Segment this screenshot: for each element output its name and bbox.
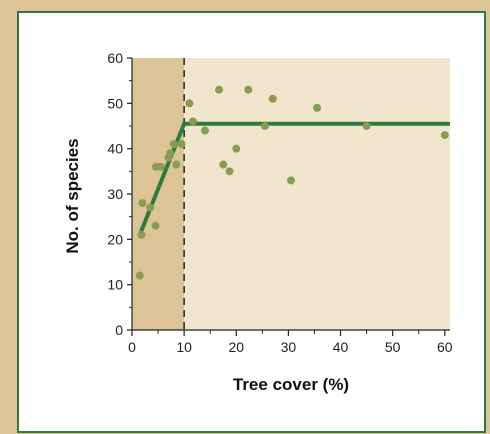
x-tick-label: 40 [333, 339, 349, 355]
y-axis-label: No. of species [63, 138, 82, 253]
data-point [260, 122, 269, 130]
y-tick-label: 30 [107, 186, 123, 202]
x-tick-label: 60 [437, 339, 453, 355]
data-point [156, 162, 165, 171]
data-point [177, 140, 186, 149]
data-point [244, 85, 253, 94]
y-tick-label: 50 [107, 95, 123, 111]
y-tick-label: 10 [107, 277, 123, 293]
data-point [287, 176, 295, 185]
x-tick-label: 30 [281, 339, 297, 355]
data-point [138, 199, 147, 208]
data-point [172, 160, 181, 169]
x-tick-label: 0 [128, 339, 136, 355]
data-point [188, 117, 197, 126]
high-cover-region [184, 58, 450, 330]
data-point [151, 221, 160, 230]
data-point [200, 126, 209, 135]
data-point [166, 149, 175, 158]
data-point [135, 271, 144, 280]
x-tick-label: 50 [385, 339, 401, 355]
data-point [232, 144, 241, 153]
x-axis-label: Tree cover (%) [233, 375, 349, 394]
data-point [215, 85, 224, 94]
x-tick-label: 10 [176, 339, 192, 355]
x-tick-label: 20 [228, 339, 244, 355]
data-point [169, 140, 178, 149]
fit-line [137, 121, 450, 236]
data-point [268, 94, 277, 103]
data-point [146, 203, 155, 212]
data-point [185, 99, 194, 108]
data-point [362, 122, 371, 130]
data-point [440, 131, 449, 140]
y-tick-label: 0 [115, 322, 123, 338]
data-point [225, 167, 234, 176]
data-point [137, 230, 146, 239]
y-tick-label: 40 [107, 141, 123, 157]
y-tick-label: 20 [107, 231, 123, 247]
y-tick-label: 60 [107, 50, 123, 66]
data-point [219, 160, 228, 169]
data-point [313, 103, 322, 112]
